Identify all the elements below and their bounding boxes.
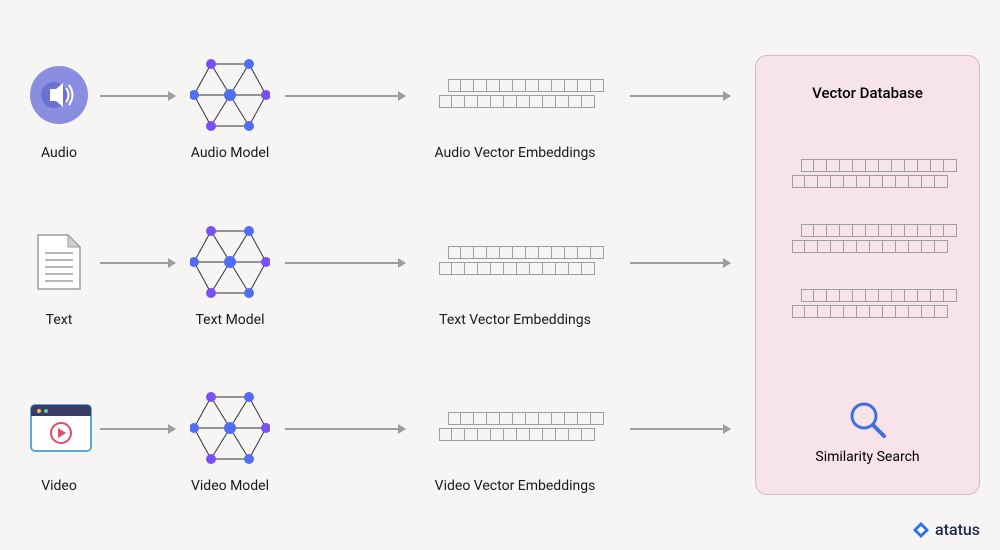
diagram-canvas: Audio Audio Model Audio Vector Embeddings T… [0, 0, 1000, 550]
embedding-audio [430, 79, 604, 108]
input-label-video: Video [41, 478, 77, 494]
model-network-video [190, 391, 270, 469]
embedding-label-audio: Audio Vector Embeddings [434, 145, 595, 161]
model-network-text [190, 225, 270, 303]
arrow [100, 262, 175, 264]
brand-logo-text: atatus [912, 520, 980, 539]
similarity-search-label: Similarity Search [756, 449, 979, 465]
embedding-video [430, 412, 604, 441]
arrow [285, 95, 405, 97]
embedding-stored-0 [783, 159, 957, 188]
arrow [285, 262, 405, 264]
embedding-label-text: Text Vector Embeddings [439, 312, 591, 328]
embedding-label-video: Video Vector Embeddings [435, 478, 596, 494]
arrow [285, 428, 405, 430]
brand-logo-icon [912, 521, 930, 539]
model-label-audio: Audio Model [191, 145, 269, 161]
brand-name: atatus [935, 520, 980, 539]
arrow [100, 95, 175, 97]
video-icon [30, 404, 92, 456]
embedding-stored-2 [783, 289, 957, 318]
arrow [100, 428, 175, 430]
model-label-video: Video Model [191, 478, 269, 494]
audio-icon [30, 66, 88, 128]
vector-database-title: Vector Database [756, 84, 979, 102]
arrow [630, 262, 730, 264]
document-icon [34, 233, 84, 295]
embedding-text [430, 246, 604, 275]
model-label-text: Text Model [195, 312, 264, 328]
input-label-text: Text [46, 312, 73, 328]
arrow [630, 428, 730, 430]
model-network-audio [190, 58, 270, 136]
input-label-audio: Audio [41, 145, 77, 161]
magnifier-icon [848, 400, 888, 444]
embedding-stored-1 [783, 224, 957, 253]
arrow [630, 95, 730, 97]
